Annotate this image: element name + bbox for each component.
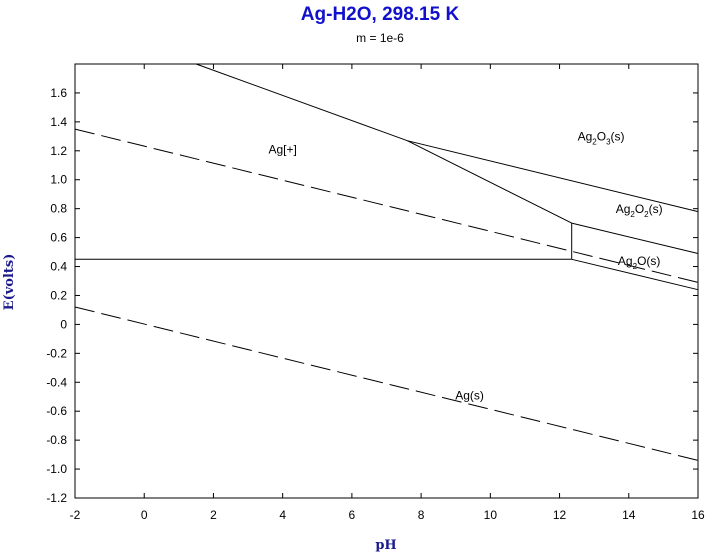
region-labels: Ag[+] Ag2O3(s) Ag2O2(s) Ag2O(s) Ag(s) bbox=[268, 130, 662, 403]
y-axis: -1.2 -1.0 -0.8 -0.6 -0.4 -0.2 0 0.2 0.4 0.6 0.8 1.0… bbox=[46, 86, 698, 505]
y-tick-label: 1.6 bbox=[50, 86, 67, 100]
region-label: Ag[+] bbox=[268, 143, 296, 157]
plot-frame bbox=[74, 63, 699, 499]
x-axis-label: pH bbox=[375, 538, 396, 553]
region-label: Ag(s) bbox=[455, 389, 484, 403]
x-tick-label: 16 bbox=[691, 508, 705, 522]
region-label: Ag2O(s) bbox=[618, 254, 660, 271]
y-tick-label: 0.8 bbox=[50, 202, 67, 216]
x-axis: -2 0 2 4 6 8 10 12 14 16 bbox=[70, 64, 705, 522]
y-tick-label: 0.6 bbox=[50, 231, 67, 245]
x-tick-label: 4 bbox=[279, 508, 286, 522]
phase-boundary-line bbox=[195, 63, 408, 142]
y-tick-label: -0.4 bbox=[46, 375, 67, 389]
phase-boundary-line bbox=[407, 140, 699, 213]
phase-boundary-line bbox=[407, 140, 572, 224]
x-tick-label: 2 bbox=[210, 508, 217, 522]
region-label: Ag2O3(s) bbox=[578, 130, 625, 147]
y-tick-label: -1.0 bbox=[46, 462, 67, 476]
phase-boundary-line bbox=[571, 222, 699, 254]
x-tick-label: 10 bbox=[484, 508, 498, 522]
y-tick-label: 0 bbox=[60, 317, 67, 331]
y-tick-label: -1.2 bbox=[46, 491, 67, 505]
x-tick-label: 12 bbox=[553, 508, 567, 522]
y-tick-label: 0.4 bbox=[50, 260, 67, 274]
y-axis-label: E(volts) bbox=[2, 254, 17, 311]
x-tick-label: 14 bbox=[622, 508, 636, 522]
water-stability-line bbox=[74, 306, 699, 461]
y-tick-label: 0.2 bbox=[50, 288, 67, 302]
chart-title: Ag-H2O, 298.15 K bbox=[301, 4, 460, 25]
y-tick-label: -0.2 bbox=[46, 346, 67, 360]
region-label: Ag2O2(s) bbox=[616, 202, 663, 219]
x-tick-label: -2 bbox=[70, 508, 81, 522]
y-tick-label: 1.2 bbox=[50, 144, 67, 158]
chart-subtitle: m = 1e-6 bbox=[356, 31, 404, 45]
x-tick-label: 6 bbox=[349, 508, 356, 522]
x-tick-label: 0 bbox=[141, 508, 148, 522]
y-tick-label: -0.6 bbox=[46, 404, 67, 418]
phase-boundary-line bbox=[571, 258, 699, 291]
series-lines bbox=[74, 63, 699, 461]
x-tick-label: 8 bbox=[418, 508, 425, 522]
y-tick-label: -0.8 bbox=[46, 433, 67, 447]
y-tick-label: 1.0 bbox=[50, 173, 67, 187]
y-tick-label: 1.4 bbox=[50, 115, 67, 129]
